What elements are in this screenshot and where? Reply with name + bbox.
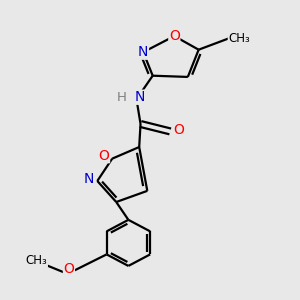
Text: O: O xyxy=(169,29,180,43)
Text: CH₃: CH₃ xyxy=(228,32,250,45)
Text: H: H xyxy=(117,91,127,104)
Text: O: O xyxy=(173,123,184,137)
Text: CH₃: CH₃ xyxy=(26,254,47,267)
Text: N: N xyxy=(84,172,94,186)
Text: N: N xyxy=(134,90,145,104)
Text: N: N xyxy=(138,45,148,59)
Text: O: O xyxy=(64,262,74,276)
Text: O: O xyxy=(99,149,110,163)
